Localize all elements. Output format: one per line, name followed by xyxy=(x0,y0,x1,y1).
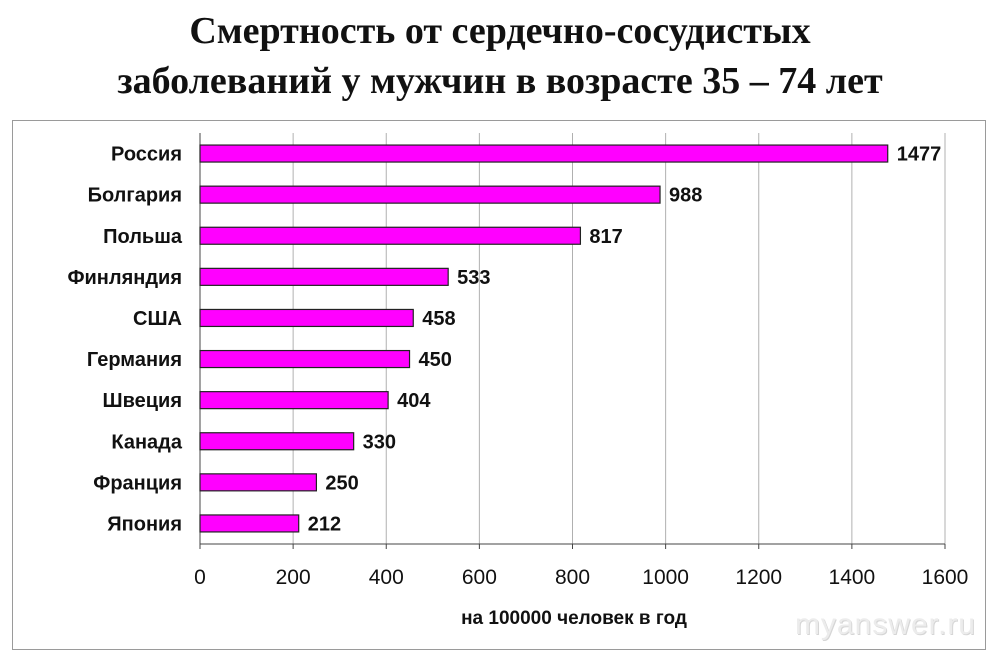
bar xyxy=(199,267,449,286)
value-label: 212 xyxy=(308,513,341,535)
bar xyxy=(199,391,389,410)
x-tick-label: 200 xyxy=(276,566,311,589)
chart-frame xyxy=(12,120,986,650)
bar xyxy=(199,349,411,369)
x-tick-label: 400 xyxy=(369,566,404,589)
value-label: 988 xyxy=(669,185,702,207)
category-label: США xyxy=(133,308,182,330)
bar xyxy=(199,144,889,163)
x-tick-label: 1200 xyxy=(735,566,782,589)
chart-title-line-2: заболеваний у мужчин в возрасте 35 – 74 … xyxy=(117,60,883,102)
value-label: 250 xyxy=(325,472,358,494)
x-tick-label: 1600 xyxy=(922,566,969,589)
x-tick-label: 1000 xyxy=(642,566,689,589)
category-label: Германия xyxy=(87,349,182,371)
category-label: Канада xyxy=(111,431,182,453)
category-label: Франция xyxy=(93,472,182,494)
category-label: Польша xyxy=(103,226,183,248)
bar xyxy=(199,185,661,204)
x-tick-label: 1400 xyxy=(829,566,876,589)
chart-title: Смертность от сердечно-сосудистых заболе… xyxy=(0,6,1000,106)
watermark: myanswer.ru xyxy=(794,608,976,641)
value-label: 817 xyxy=(589,226,622,248)
x-tick-label: 0 xyxy=(194,566,206,589)
bar xyxy=(199,226,582,245)
value-label: 450 xyxy=(419,349,452,371)
x-tick-labels: 0 200 400 600 800 1000 1200 1400 1600 xyxy=(194,566,968,589)
category-label: Болгария xyxy=(88,185,182,207)
value-label: 1477 xyxy=(897,144,942,166)
category-label: Россия xyxy=(111,144,182,166)
chart-title-line-1: Смертность от сердечно-сосудистых xyxy=(189,10,811,52)
x-tick-label: 600 xyxy=(462,566,497,589)
bars-group xyxy=(199,144,889,533)
bar xyxy=(199,514,300,533)
category-labels: Россия Болгария Польша Финляндия США Германия… xyxy=(67,144,182,536)
value-label: 458 xyxy=(422,308,455,330)
x-tick-label: 800 xyxy=(555,566,590,589)
category-label: Швеция xyxy=(102,390,182,412)
category-label: Финляндия xyxy=(67,267,182,289)
value-label: 533 xyxy=(457,267,490,289)
bar xyxy=(199,473,318,492)
bar xyxy=(199,432,355,451)
value-label: 330 xyxy=(363,431,396,453)
bar xyxy=(199,308,414,328)
category-label: Япония xyxy=(107,513,182,535)
x-axis-label: на 100000 человек в год xyxy=(461,608,687,629)
value-label: 404 xyxy=(397,390,431,412)
